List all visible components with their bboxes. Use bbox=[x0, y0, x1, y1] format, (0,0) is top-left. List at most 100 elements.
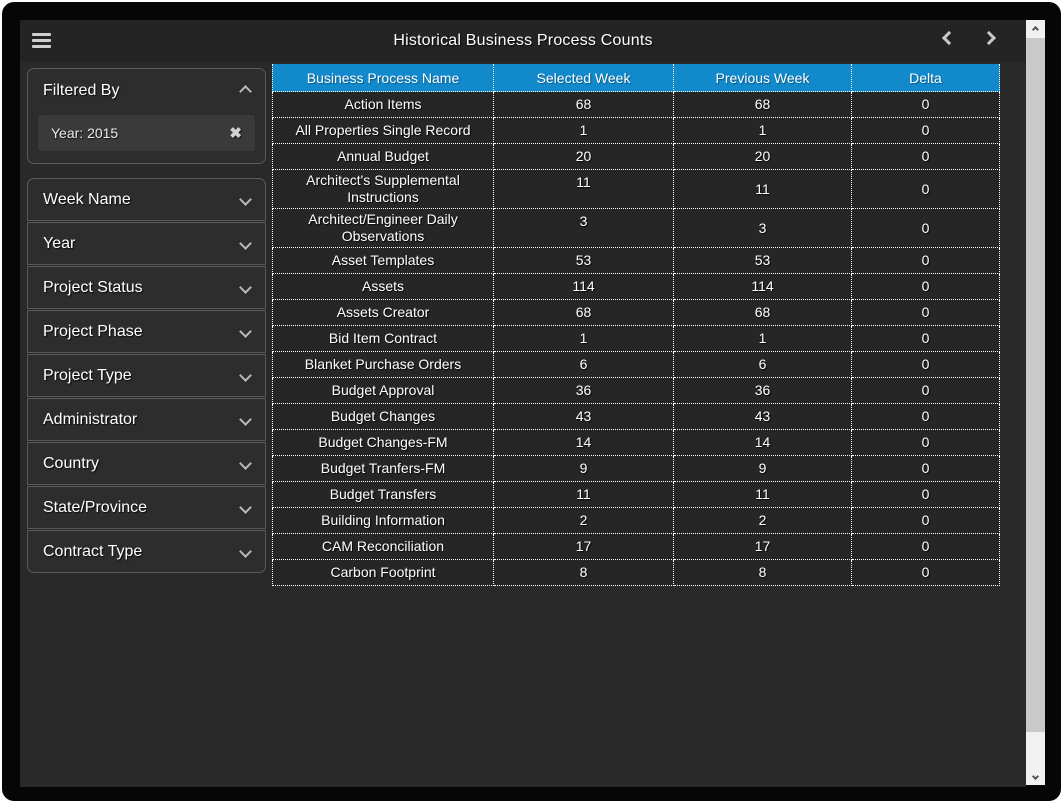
table-row: Architect/Engineer Daily Observations 3 … bbox=[272, 209, 1000, 248]
cell-business-process-name: Budget Changes bbox=[272, 404, 494, 430]
page-scrollbar[interactable] bbox=[1026, 20, 1045, 785]
filter-chip: Year: 2015 ✖ bbox=[38, 115, 255, 151]
filter-accordion-item[interactable]: Year bbox=[27, 222, 266, 265]
cell-previous-week: 2 bbox=[674, 508, 852, 534]
cell-delta: 0 bbox=[852, 144, 1000, 170]
filter-label: Country bbox=[43, 454, 100, 472]
filter-label: Project Type bbox=[43, 366, 132, 384]
filter-label: Project Status bbox=[43, 278, 143, 296]
cell-previous-week: 14 bbox=[674, 430, 852, 456]
filter-label: Project Phase bbox=[43, 322, 143, 340]
filtered-by-header[interactable]: Filtered By bbox=[28, 69, 265, 113]
page-scrollbar-thumb[interactable] bbox=[1026, 38, 1045, 732]
cell-delta: 0 bbox=[852, 300, 1000, 326]
cell-selected-week: 68 bbox=[494, 300, 674, 326]
chevron-down-icon bbox=[239, 281, 252, 294]
filter-accordion-item[interactable]: Project Status bbox=[27, 266, 266, 309]
cell-previous-week: 11 bbox=[674, 482, 852, 508]
table-row: Assets Creator 68 68 0 bbox=[272, 300, 1000, 326]
page-scroll-up-button[interactable] bbox=[1026, 20, 1045, 38]
cell-business-process-name: Budget Changes-FM bbox=[272, 430, 494, 456]
filter-accordion-item[interactable]: Administrator bbox=[27, 398, 266, 441]
filter-accordion-item[interactable]: Project Type bbox=[27, 354, 266, 397]
chevron-down-icon bbox=[1031, 772, 1040, 780]
cell-business-process-name: Assets Creator bbox=[272, 300, 494, 326]
table-row: Budget Tranfers-FM 9 9 0 bbox=[272, 456, 1000, 482]
cell-previous-week: 11 bbox=[674, 170, 852, 209]
column-header-business-process-name: Business Process Name bbox=[272, 64, 494, 92]
cell-delta: 0 bbox=[852, 118, 1000, 144]
filter-label: Contract Type bbox=[43, 542, 143, 560]
table-row: Budget Transfers 11 11 0 bbox=[272, 482, 1000, 508]
table-row: Assets 114 114 0 bbox=[272, 274, 1000, 300]
cell-selected-week: 43 bbox=[494, 404, 674, 430]
cell-delta: 0 bbox=[852, 534, 1000, 560]
table-row: Bid Item Contract 1 1 0 bbox=[272, 326, 1000, 352]
chevron-down-icon bbox=[239, 545, 252, 558]
cell-selected-week: 11 bbox=[494, 482, 674, 508]
table-row: Architect's Supplemental Instructions 11… bbox=[272, 170, 1000, 209]
cell-delta: 0 bbox=[852, 274, 1000, 300]
chevron-down-icon bbox=[239, 457, 252, 470]
table-row: Carbon Footprint 8 8 0 bbox=[272, 560, 1000, 586]
cell-selected-week: 3 bbox=[494, 209, 674, 248]
table-row: Budget Approval 36 36 0 bbox=[272, 378, 1000, 404]
cell-delta: 0 bbox=[852, 378, 1000, 404]
cell-selected-week: 36 bbox=[494, 378, 674, 404]
cell-previous-week: 114 bbox=[674, 274, 852, 300]
filter-accordion-item[interactable]: Contract Type bbox=[27, 530, 266, 573]
cell-previous-week: 8 bbox=[674, 560, 852, 586]
cell-business-process-name: Architect/Engineer Daily Observations bbox=[272, 209, 494, 248]
filter-sidebar: Filtered By Year: 2015 ✖ Week Name Year … bbox=[27, 68, 266, 574]
table-row: Blanket Purchase Orders 6 6 0 bbox=[272, 352, 1000, 378]
remove-filter-icon[interactable]: ✖ bbox=[229, 124, 242, 142]
page-title: Historical Business Process Counts bbox=[393, 32, 653, 49]
chevron-left-icon[interactable] bbox=[941, 30, 957, 46]
cell-previous-week: 36 bbox=[674, 378, 852, 404]
cell-business-process-name: All Properties Single Record bbox=[272, 118, 494, 144]
cell-delta: 0 bbox=[852, 170, 1000, 209]
filter-chip-label: Year: 2015 bbox=[51, 125, 119, 141]
chevron-down-icon bbox=[239, 413, 252, 426]
dashboard: Historical Business Process Counts Filte… bbox=[20, 20, 1026, 787]
cell-business-process-name: Action Items bbox=[272, 92, 494, 118]
cell-previous-week: 68 bbox=[674, 92, 852, 118]
filter-accordion-item[interactable]: State/Province bbox=[27, 486, 266, 529]
cell-delta: 0 bbox=[852, 404, 1000, 430]
filter-accordion: Week Name Year Project Status Project Ph… bbox=[27, 178, 266, 573]
filter-accordion-item[interactable]: Project Phase bbox=[27, 310, 266, 353]
cell-delta: 0 bbox=[852, 248, 1000, 274]
chevron-right-icon[interactable] bbox=[981, 30, 997, 46]
table-row: Asset Templates 53 53 0 bbox=[272, 248, 1000, 274]
cell-selected-week: 114 bbox=[494, 274, 674, 300]
cell-delta: 0 bbox=[852, 209, 1000, 248]
page-scroll-down-button[interactable] bbox=[1026, 767, 1045, 785]
cell-business-process-name: Budget Transfers bbox=[272, 482, 494, 508]
table-row: Action Items 68 68 0 bbox=[272, 92, 1000, 118]
filter-accordion-item[interactable]: Week Name bbox=[27, 178, 266, 221]
cell-selected-week: 17 bbox=[494, 534, 674, 560]
chevron-down-icon bbox=[239, 193, 252, 206]
table-body: Action Items 68 68 0 All Properties Sing… bbox=[272, 92, 1000, 586]
cell-previous-week: 3 bbox=[674, 209, 852, 248]
process-table: Business Process Name Selected Week Prev… bbox=[272, 64, 1000, 586]
chevron-up-icon bbox=[1031, 25, 1040, 33]
cell-business-process-name: Budget Approval bbox=[272, 378, 494, 404]
cell-business-process-name: Carbon Footprint bbox=[272, 560, 494, 586]
table-header-row: Business Process Name Selected Week Prev… bbox=[272, 64, 1000, 92]
cell-previous-week: 68 bbox=[674, 300, 852, 326]
cell-selected-week: 11 bbox=[494, 170, 674, 209]
cell-business-process-name: Assets bbox=[272, 274, 494, 300]
filter-label: Administrator bbox=[43, 410, 138, 428]
cell-business-process-name: Bid Item Contract bbox=[272, 326, 494, 352]
hamburger-menu-icon[interactable] bbox=[32, 33, 52, 50]
cell-previous-week: 53 bbox=[674, 248, 852, 274]
chevron-down-icon bbox=[239, 237, 252, 250]
cell-previous-week: 6 bbox=[674, 352, 852, 378]
table-row: CAM Reconciliation 17 17 0 bbox=[272, 534, 1000, 560]
cell-previous-week: 43 bbox=[674, 404, 852, 430]
filter-accordion-item[interactable]: Country bbox=[27, 442, 266, 485]
cell-selected-week: 68 bbox=[494, 92, 674, 118]
filtered-by-panel: Filtered By Year: 2015 ✖ bbox=[27, 68, 266, 164]
